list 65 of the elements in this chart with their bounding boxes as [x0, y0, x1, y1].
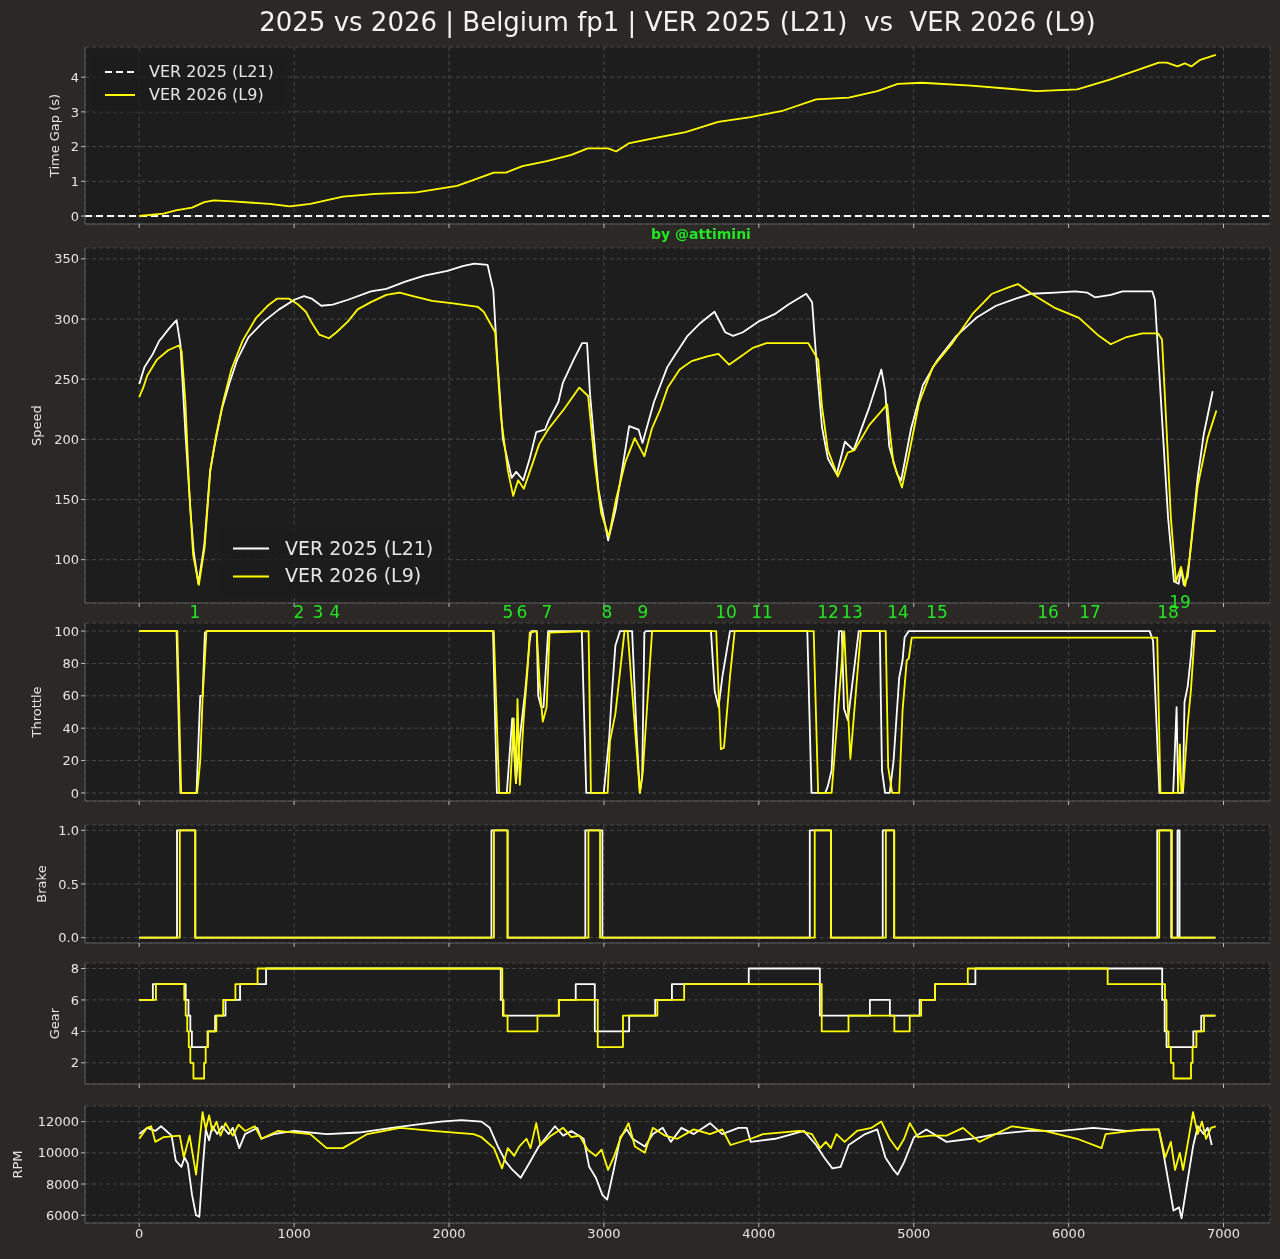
- y-tick-label: 6000: [45, 1207, 79, 1223]
- y-tick-label: 0.5: [58, 876, 79, 892]
- legend-label: VER 2026 (L9): [285, 563, 422, 589]
- y-tick-label: 350: [54, 251, 79, 267]
- legend-label: VER 2026 (L9): [149, 84, 264, 107]
- annotation: 14: [887, 602, 909, 622]
- y-tick-label: 12000: [37, 1114, 79, 1130]
- y-axis-title: Speed: [28, 405, 44, 446]
- y-axis-title: Brake: [33, 865, 49, 903]
- annotation: 15: [926, 602, 948, 622]
- y-tick-label: 3: [70, 104, 79, 120]
- annotation: 2: [293, 602, 305, 622]
- legend-label: VER 2025 (L21): [285, 535, 434, 561]
- annotation: 8: [601, 602, 613, 622]
- y-axis-title: Throttle: [28, 686, 44, 739]
- annotation: 9: [637, 602, 649, 622]
- y-tick-label: 0: [70, 208, 79, 224]
- y-tick-label: 6: [70, 992, 79, 1008]
- annotation: 6: [516, 602, 528, 622]
- y-tick-label: 2: [70, 1055, 79, 1071]
- y-tick-label: 8000: [45, 1176, 79, 1192]
- annotation: 12: [817, 602, 839, 622]
- annotation: 5: [502, 602, 514, 622]
- y-tick-label: 100: [54, 623, 79, 639]
- y-tick-label: 60: [62, 688, 79, 704]
- y-tick-label: 150: [54, 492, 79, 508]
- annotation: 7: [541, 602, 553, 622]
- x-tick-label: 3000: [587, 1226, 621, 1242]
- y-axis-title: Time Gap (s): [46, 93, 62, 179]
- y-tick-label: 8: [70, 961, 79, 977]
- y-tick-label: 0.0: [58, 930, 79, 946]
- annotation: 11: [751, 602, 773, 622]
- text: by @attimini: [651, 226, 751, 242]
- y-tick-label: 0: [70, 785, 79, 801]
- x-tick-label: 5000: [897, 1226, 931, 1242]
- annotation: 3: [312, 602, 324, 622]
- x-tick-label: 2000: [432, 1226, 466, 1242]
- y-tick-label: 4: [70, 69, 79, 85]
- annotation: 13: [841, 602, 863, 622]
- annotation: 16: [1037, 602, 1059, 622]
- annotation: 4: [329, 602, 341, 622]
- annotation: 1: [189, 602, 201, 622]
- chart-title: 2025 vs 2026 | Belgium fp1 | VER 2025 (L21) vs VER 2026 (L9): [258, 6, 1097, 39]
- y-tick-label: 100: [54, 552, 79, 568]
- y-tick-label: 10000: [37, 1145, 79, 1161]
- y-tick-label: 2: [70, 139, 79, 155]
- y-tick-label: 1.0: [58, 822, 79, 838]
- y-tick-label: 300: [54, 311, 79, 327]
- y-tick-label: 80: [62, 656, 79, 672]
- y-axis-title: Gear: [46, 1007, 62, 1040]
- y-tick-label: 1: [70, 173, 79, 189]
- x-tick-label: 7000: [1206, 1226, 1241, 1242]
- y-tick-label: 40: [62, 720, 79, 736]
- annotation: 10: [715, 602, 737, 622]
- legend-label: VER 2025 (L21): [149, 61, 274, 83]
- x-tick-label: 4000: [742, 1226, 776, 1242]
- y-axis-title: RPM: [9, 1150, 25, 1179]
- y-tick-label: 250: [54, 371, 79, 387]
- x-tick-label: 0: [135, 1226, 144, 1242]
- y-tick-label: 4: [70, 1023, 79, 1039]
- y-tick-label: 200: [54, 431, 79, 447]
- x-tick-label: 6000: [1052, 1226, 1086, 1242]
- x-tick-label: 1000: [277, 1226, 311, 1242]
- annotation: 17: [1079, 602, 1101, 622]
- y-tick-label: 20: [62, 753, 79, 769]
